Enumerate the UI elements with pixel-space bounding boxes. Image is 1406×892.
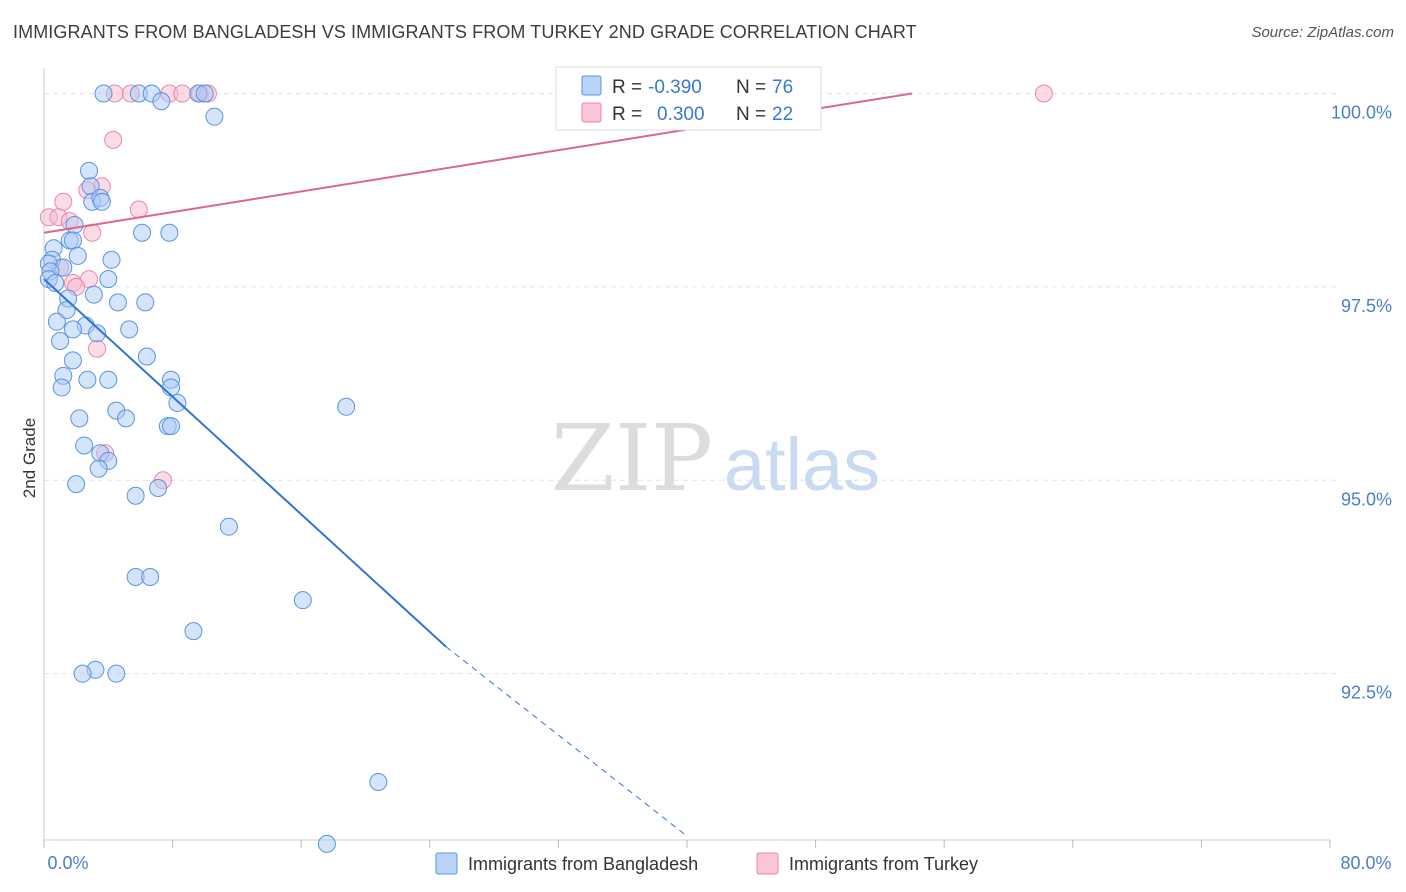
- legend-top: R = -0.390 N = 76 R = 0.300 N = 22: [555, 66, 822, 131]
- bangladesh-point-42: [99, 370, 118, 389]
- turkey-point-11: [129, 200, 148, 219]
- turkey-point-10: [54, 192, 73, 211]
- bangladesh-point-32: [47, 312, 66, 331]
- bangladesh-point-37: [88, 324, 107, 343]
- bangladesh-point-36: [51, 332, 70, 351]
- grid-lines: [44, 92, 1338, 675]
- bangladesh-point-53: [75, 436, 94, 455]
- bangladesh-point-58: [149, 479, 168, 498]
- bangladesh-point-12: [133, 223, 152, 242]
- bangladesh-point-27: [84, 285, 103, 304]
- turkey-point-6: [1034, 84, 1053, 103]
- bangladesh-point-13: [160, 223, 179, 242]
- legend-swatch-turkey: [581, 102, 602, 123]
- bangladesh-point-16: [63, 231, 82, 250]
- bangladesh-point-46: [168, 393, 187, 412]
- bangladesh-point-57: [67, 475, 86, 494]
- axes: [43, 68, 1331, 848]
- chart-title: IMMIGRANTS FROM BANGLADESH VS IMMIGRANTS…: [13, 22, 917, 42]
- y-tick-label-0: 92.5%: [1341, 683, 1392, 703]
- bangladesh-point-69: [317, 834, 336, 853]
- bangladesh-point-6: [205, 107, 224, 126]
- bangladesh-point-62: [141, 567, 160, 586]
- bottom-legend-label-turkey: Immigrants from Turkey: [789, 854, 978, 874]
- bangladesh-point-19: [102, 250, 121, 269]
- bottom-legend-swatch-bangladesh: [435, 852, 458, 875]
- bangladesh-point-14: [65, 215, 84, 234]
- legend-swatch-bangladesh: [581, 75, 602, 96]
- bangladesh-point-66: [73, 664, 92, 683]
- bangladesh-point-52: [161, 417, 180, 436]
- bottom-legend-swatch-turkey: [756, 852, 779, 875]
- bangladesh-point-31: [57, 301, 76, 320]
- bangladesh-point-60: [219, 517, 238, 536]
- bangladesh-point-64: [184, 622, 203, 641]
- legend-n-label-bangladesh: N =: [736, 77, 766, 98]
- legend-r-value-turkey: 0.300: [657, 104, 705, 125]
- bangladesh-point-59: [126, 486, 145, 505]
- bangladesh-point-0: [94, 84, 113, 103]
- bangladesh-point-67: [107, 664, 126, 683]
- bangladesh-point-63: [293, 591, 312, 610]
- turkey-point-20: [88, 339, 107, 358]
- legend-r-label-turkey: R =: [612, 104, 642, 125]
- bangladesh-points: [39, 84, 388, 853]
- bangladesh-point-25: [99, 270, 118, 289]
- turkey-point-3: [173, 84, 192, 103]
- x-tick-label-max: 80.0%: [1340, 853, 1391, 873]
- bangladesh-point-49: [70, 409, 89, 428]
- y-tick-label-1: 95.0%: [1341, 489, 1392, 509]
- bangladesh-point-3: [152, 92, 171, 111]
- y-axis-title: 2nd Grade: [20, 418, 39, 498]
- bangladesh-point-39: [63, 351, 82, 370]
- bangladesh-point-68: [369, 772, 388, 791]
- watermark: ZIP atlas: [551, 405, 880, 512]
- bangladesh-point-35: [120, 320, 139, 339]
- bangladesh-point-47: [337, 397, 356, 416]
- bangladesh-point-50: [116, 409, 135, 428]
- bangladesh-point-30: [136, 293, 155, 312]
- legend-n-value-turkey: 22: [772, 104, 793, 125]
- bangladesh-point-56: [89, 459, 108, 478]
- y-tick-label-2: 97.5%: [1341, 296, 1392, 316]
- bangladesh-trend-extension: [445, 646, 688, 837]
- bangladesh-point-7: [80, 161, 99, 180]
- legend-r-value-bangladesh: -0.390: [648, 77, 702, 98]
- legend-n-label-turkey: N =: [736, 104, 766, 125]
- watermark-atlas: atlas: [724, 423, 880, 506]
- bottom-legend-label-bangladesh: Immigrants from Bangladesh: [468, 854, 698, 874]
- legend-n-value-bangladesh: 76: [772, 77, 793, 98]
- x-tick-label-min: 0.0%: [47, 853, 88, 873]
- source-label: Source: ZipAtlas.com: [1251, 24, 1394, 41]
- legend-bottom: Immigrants from Bangladesh Immigrants fr…: [435, 852, 978, 875]
- bangladesh-point-29: [108, 293, 127, 312]
- bangladesh-point-45: [161, 378, 180, 397]
- y-tick-label-3: 100.0%: [1331, 102, 1392, 122]
- bangladesh-point-43: [52, 378, 71, 397]
- bangladesh-point-11: [92, 192, 111, 211]
- bangladesh-point-34: [63, 320, 82, 339]
- bangladesh-point-41: [78, 370, 97, 389]
- turkey-point-7: [104, 130, 123, 149]
- x-ticks: [43, 840, 1331, 848]
- bangladesh-point-5: [195, 84, 214, 103]
- bangladesh-point-38: [137, 347, 156, 366]
- bangladesh-point-18: [68, 246, 87, 265]
- y-tick-labels: 92.5% 95.0% 97.5% 100.0%: [1331, 102, 1392, 702]
- legend-r-label-bangladesh: R =: [612, 77, 642, 98]
- watermark-zip: ZIP: [551, 405, 713, 512]
- bangladesh-trend-line: [43, 278, 447, 648]
